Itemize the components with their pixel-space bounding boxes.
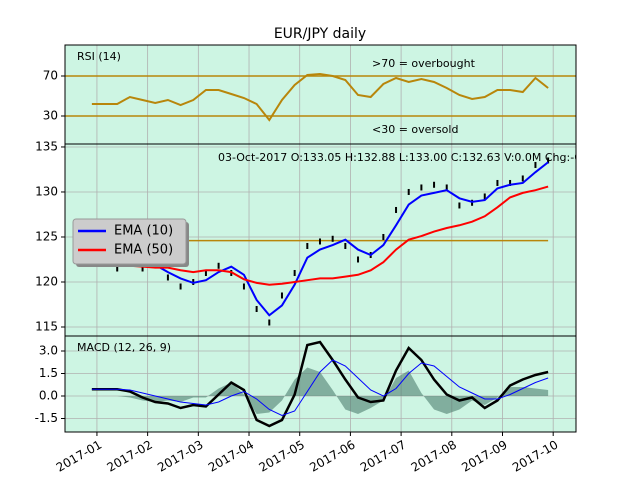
- price-bar: [179, 283, 182, 290]
- price-bar: [445, 184, 448, 191]
- price-bar: [483, 193, 486, 200]
- price-bar: [534, 161, 537, 168]
- x-tick-label: 2017-06: [307, 438, 357, 475]
- price-bar: [547, 157, 550, 164]
- x-tick-label: 2017-10: [510, 438, 560, 475]
- price-bar: [331, 235, 334, 242]
- panel: [65, 336, 576, 432]
- panel: [65, 45, 576, 144]
- y-tick-label: 130: [35, 184, 58, 198]
- price-bar: [407, 188, 410, 195]
- annotation: >70 = overbought: [372, 57, 476, 70]
- price-bar: [420, 184, 423, 191]
- price-bar: [521, 175, 524, 182]
- y-tick-label: 1.5: [39, 366, 58, 380]
- price-bar: [242, 283, 245, 290]
- price-bar: [268, 319, 271, 326]
- y-tick-label: 120: [35, 274, 58, 288]
- y-tick-label: 3.0: [39, 344, 58, 358]
- y-tick-label: 70: [43, 69, 58, 83]
- annotation: <30 = oversold: [372, 123, 458, 136]
- price-bar: [306, 242, 309, 249]
- price-bar: [141, 265, 144, 272]
- legend-label: EMA (50): [114, 243, 173, 258]
- price-bar: [217, 262, 220, 269]
- price-bar: [357, 256, 360, 263]
- price-bar: [293, 269, 296, 276]
- price-bar: [204, 269, 207, 276]
- price-bar: [116, 265, 119, 272]
- price-bar: [344, 242, 347, 249]
- series-line: [91, 359, 549, 417]
- x-tick-label: 2017-01: [54, 438, 104, 475]
- y-tick-label: 30: [43, 109, 58, 123]
- y-tick-label: 135: [35, 139, 58, 153]
- price-bar: [395, 206, 398, 213]
- y-tick-label: -1.5: [35, 411, 58, 425]
- price-bar: [509, 179, 512, 186]
- x-tick-label: 2017-07: [358, 438, 408, 475]
- legend-label: EMA (10): [114, 224, 173, 239]
- series-line: [91, 72, 549, 122]
- x-tick-label: 2017-08: [409, 438, 459, 475]
- panel-frame: [64, 335, 577, 433]
- price-bar: [166, 274, 169, 281]
- panel-label: MACD (12, 26, 9): [77, 341, 171, 354]
- y-tick-label: 125: [35, 229, 58, 243]
- series-line: [91, 161, 549, 317]
- annotation: 03-Oct-2017 O:133.05 H:132.88 L:133.00 C…: [218, 151, 585, 164]
- price-bar: [433, 181, 436, 188]
- legend: EMA (10) EMA (50): [72, 218, 189, 267]
- price-bar: [458, 202, 461, 209]
- panel-label: RSI (14): [77, 50, 121, 63]
- histogram-area: [91, 367, 549, 414]
- y-tick-label: 115: [35, 319, 58, 333]
- x-tick-label: 2017-02: [104, 438, 154, 475]
- x-tick-label: 2017-04: [206, 438, 256, 475]
- price-bar: [318, 238, 321, 245]
- price-bar: [382, 233, 385, 240]
- series-line: [91, 340, 549, 428]
- price-bar: [255, 305, 258, 312]
- y-tick-label: 0.0: [39, 389, 58, 403]
- series-line: [91, 185, 549, 286]
- x-tick-label: 2017-03: [155, 438, 205, 475]
- price-bar: [496, 179, 499, 186]
- chart-title: EUR/JPY daily: [274, 26, 366, 42]
- price-bar: [280, 292, 283, 299]
- panel-background: [65, 45, 576, 144]
- x-tick-label: 2017-05: [257, 438, 307, 475]
- x-tick-label: 2017-09: [459, 438, 509, 475]
